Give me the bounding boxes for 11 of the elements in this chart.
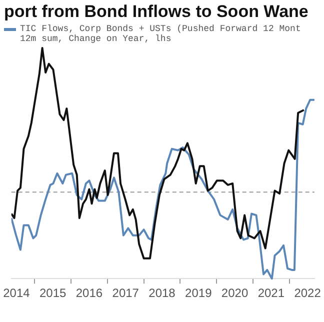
legend-label: TIC Flows, Corp Bonds + USTs (Pushed Forward 12 Mont 12m sum, Change on Year, lhs [20,24,301,44]
x-tick-label: 2014 [3,286,30,300]
x-tick-label: 2015 [39,286,67,300]
x-tick-label: 2019 [185,286,212,300]
x-tick-label: 2022 [294,286,322,300]
x-tick-label: 2021 [258,286,285,300]
x-tick-label: 2016 [76,286,103,300]
x-tick-label: 2018 [148,286,176,300]
chart-title: port from Bond Inflows to Soon Wane [3,1,310,22]
x-tick-label: 2020 [221,286,248,300]
x-tick-label: 2017 [112,286,140,300]
